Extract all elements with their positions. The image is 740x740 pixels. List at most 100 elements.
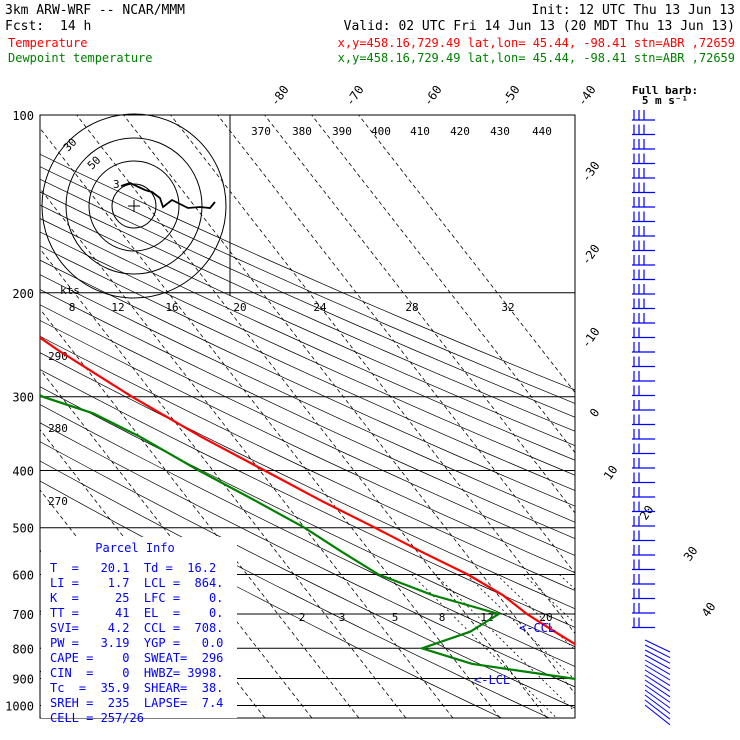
mixing-ratio-line [496, 574, 575, 651]
wind-barb [632, 443, 655, 455]
wind-barb [632, 168, 655, 179]
hodo-speed-label: 16 [165, 301, 178, 314]
dry-adiabat [40, 245, 575, 491]
pressure-label-500: 500 [12, 522, 34, 536]
wind-barb-low [644, 639, 671, 653]
wind-barb [632, 458, 655, 469]
parcel-info-background [41, 537, 237, 718]
isotherm [123, 115, 575, 695]
pressure-label-200: 200 [12, 287, 34, 301]
wind-barb-low [644, 659, 671, 675]
pressure-label-900: 900 [12, 672, 34, 686]
pressure-label-700: 700 [12, 608, 34, 622]
dry-adiabat [40, 352, 575, 610]
theta-label: 380 [292, 125, 312, 138]
isotherm [264, 115, 575, 514]
mixing-ratio-label: 8 [439, 611, 446, 624]
isotherm [170, 115, 575, 635]
wind-barb [632, 530, 655, 542]
isotherm-label: -30 [579, 159, 603, 185]
wind-barbs-low-level [644, 639, 671, 726]
dry-adiabat [40, 335, 575, 591]
dry-adiabat [40, 178, 575, 418]
isotherm-label: 0 [587, 406, 603, 420]
temperature-location: x,y=458.16,729.49 lat,lon= 45.44, -98.41… [338, 36, 735, 50]
ccl-marker: <-CCL [519, 621, 555, 635]
theta-side-label: 290 [48, 350, 68, 363]
parcel-info-row: PW = 3.19 YGP = 0.0 [50, 636, 223, 650]
temperature-legend: Temperature [8, 36, 87, 50]
theta-label: 440 [532, 125, 552, 138]
dewpoint-profile [40, 393, 575, 681]
isotherm [217, 115, 575, 574]
pressure-label-600: 600 [12, 568, 34, 582]
plot-frame [39, 114, 576, 719]
wind-barb [632, 356, 655, 368]
wind-barb [632, 124, 655, 136]
dry-adiabat [40, 218, 575, 461]
pressure-label-300: 300 [12, 391, 34, 405]
mixing-ratio-line [411, 574, 557, 718]
dry-adiabat [40, 231, 575, 476]
isotherm-label: -40 [575, 83, 599, 109]
wind-barb [632, 269, 655, 281]
wind-barb [632, 182, 655, 194]
theta-label: 420 [450, 125, 470, 138]
wind-barb [632, 414, 655, 426]
wind-barb [632, 110, 655, 121]
dry-adiabat [40, 166, 575, 404]
profiles-layer [40, 336, 575, 681]
pressure-label-100: 100 [12, 109, 34, 123]
wind-barb-low [644, 649, 671, 664]
mixing-ratio-line [435, 574, 575, 713]
hodo-units: kts [60, 284, 80, 297]
dry-adiabat [40, 369, 575, 628]
wind-barb [632, 240, 655, 252]
wind-barb [632, 487, 655, 498]
wind-barb [632, 371, 655, 382]
dry-adiabat [40, 153, 575, 391]
isotherm-label: 30 [681, 544, 701, 564]
wind-barb-low [644, 689, 671, 709]
hodo-ring [41, 113, 227, 299]
mixing-ratio-label: 2 [299, 611, 306, 624]
isotherm-label: -10 [579, 325, 603, 351]
wind-barb-low [644, 644, 671, 659]
wind-barb [632, 516, 655, 527]
dry-adiabat [40, 274, 575, 523]
wind-barb [632, 559, 655, 571]
theta-label: 390 [332, 125, 352, 138]
hodo-ring [88, 160, 180, 252]
valid-time: Valid: 02 UTC Fri 14 Jun 13 (20 MDT Thu … [344, 19, 735, 34]
wind-barb [632, 226, 655, 237]
mixing-ratio-line [523, 574, 575, 624]
isotherm-label: 10 [601, 463, 621, 483]
pressure-label-400: 400 [12, 465, 34, 479]
parcel-info-rows: T = 20.1 Td = 16.2LI = 1.7 LCL = 864.K =… [50, 561, 223, 725]
theta-label: 400 [371, 125, 391, 138]
wind-barb [632, 545, 655, 556]
hodo-speed-label: 24 [313, 301, 327, 314]
isotherm-label: -70 [343, 83, 367, 109]
isotherm-label: -50 [499, 83, 523, 109]
forecast-label: Fcst: [5, 19, 44, 34]
dewpoint-location: x,y=458.16,729.49 lat,lon= 45.44, -98.41… [338, 51, 735, 65]
parcel-info-row: SREH = 235 LAPSE= 7.4 [50, 696, 223, 710]
wind-barb [632, 327, 655, 339]
hodo-ring-label: 30 [61, 136, 80, 155]
mixing-ratio-line [466, 574, 575, 681]
wind-barb [632, 342, 655, 353]
wind-barb-low [644, 664, 671, 681]
parcel-info-row: LI = 1.7 LCL = 864. [50, 576, 223, 590]
dry-adiabat [40, 304, 575, 556]
wind-barb [632, 284, 655, 295]
theta-label: 370 [251, 125, 271, 138]
dewpoint-legend: Dewpoint temperature [8, 51, 153, 65]
wind-barb [632, 313, 655, 324]
lcl-marker: <-LCL [474, 673, 510, 687]
hodograph-trace [120, 182, 216, 209]
hodo-speed-label: 12 [111, 301, 124, 314]
theta-label: 430 [490, 125, 510, 138]
parcel-info-row: TT = 41 EL = 0. [50, 606, 223, 620]
